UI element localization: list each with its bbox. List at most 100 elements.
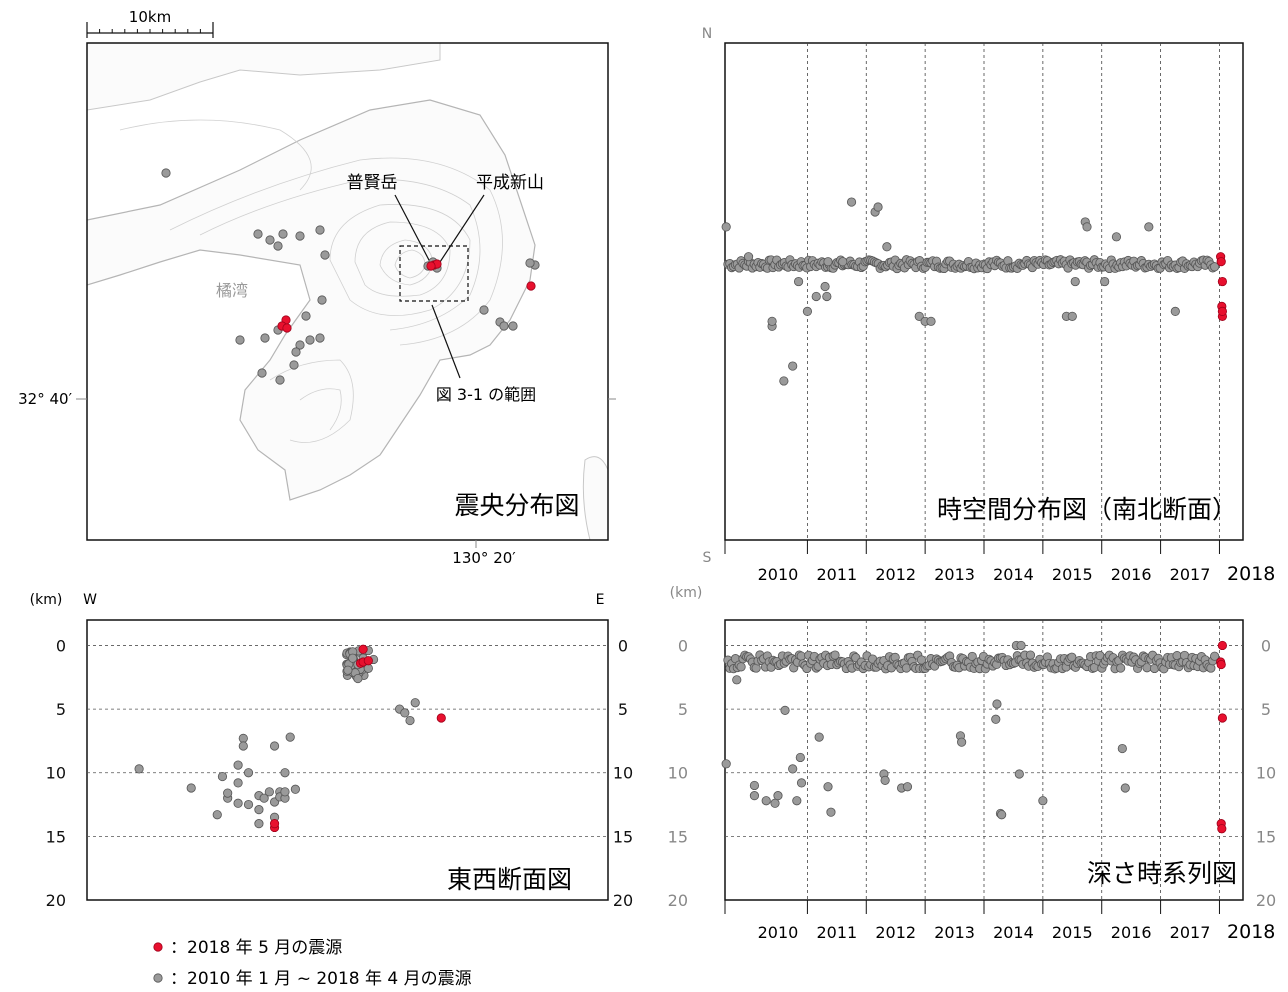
map-epicenter — [260, 333, 270, 343]
ns-point-recent — [1217, 306, 1227, 316]
ns-point-recent — [1216, 257, 1226, 267]
ns-point — [1067, 311, 1077, 321]
ew-point — [410, 698, 420, 708]
ns-point — [1100, 276, 1110, 287]
depth-point — [749, 780, 760, 791]
map-frame — [86, 42, 609, 541]
ew-point — [212, 810, 222, 820]
legend-recent-marker — [153, 942, 163, 952]
map-epicenter — [265, 235, 275, 245]
depth-tick-label: 0 — [618, 636, 628, 655]
ns-point — [1082, 222, 1092, 232]
depth-x-ticks: 2010 2011 2012 2013 2014 2015 2016 2017 2018 — [724, 900, 1275, 943]
map-epicenter — [275, 375, 285, 385]
ew-points — [134, 644, 446, 833]
ns-point-recent — [1217, 276, 1227, 287]
ns-point — [1111, 232, 1122, 242]
ew-point — [243, 768, 254, 778]
map-epicenter — [295, 340, 305, 350]
depth-point — [1117, 743, 1127, 754]
longitude-label: 130° 20′ — [452, 549, 516, 567]
ns-point — [1070, 276, 1080, 287]
depth-tick-label: 15 — [1256, 827, 1276, 846]
fugendake-label: 普賢岳 — [347, 173, 398, 193]
ns-point — [822, 291, 832, 302]
depth-point — [1142, 663, 1152, 673]
depth-point — [826, 807, 836, 817]
depth-tick-label: 15 — [668, 827, 688, 846]
depth-tick-label: 15 — [613, 827, 633, 846]
map-epicenter — [525, 258, 535, 268]
legend: ：2018 年 5 月の震源 ：2010 年 1 月 ~ 2018 年 4 月の… — [153, 938, 472, 989]
latitude-label: 32° 40′ — [18, 390, 72, 408]
legend-past-label: ：2010 年 1 月 ~ 2018 年 4 月の震源 — [170, 969, 472, 989]
figure-3-1-range-box — [399, 245, 469, 302]
ew-point — [238, 741, 248, 751]
depth-point — [823, 782, 833, 792]
map-epicenter — [257, 368, 267, 378]
ew-point — [280, 787, 290, 797]
ns-point — [1144, 222, 1154, 232]
ns-point — [743, 252, 754, 262]
ew-point — [233, 760, 243, 770]
ew-point — [217, 771, 228, 782]
legend-recent-label: ：2018 年 5 月の震源 — [170, 938, 342, 958]
map-title: 震央分布図 — [454, 491, 579, 520]
depth-point-recent — [1217, 824, 1227, 834]
map-epicenter-recent — [426, 261, 436, 271]
map-epicenter — [315, 333, 325, 343]
ew-point-recent — [363, 656, 373, 666]
depth-point — [795, 752, 805, 763]
year-tick-label: 2013 — [934, 565, 975, 584]
ew-point — [290, 784, 300, 794]
map-epicenter — [305, 335, 315, 345]
depth-point — [792, 796, 802, 806]
depth-point-recent — [1216, 659, 1226, 670]
ew-point — [243, 799, 254, 810]
depth-tick-label: 5 — [56, 700, 66, 719]
map-epicenter — [508, 321, 518, 331]
ew-point — [343, 665, 353, 675]
depth-tick-label: 10 — [46, 764, 66, 783]
map-epicenter-recent — [526, 281, 536, 291]
map-epicenter — [315, 225, 325, 235]
depth-point-recent — [1217, 713, 1227, 723]
depth-tick-label: 15 — [46, 827, 66, 846]
map-epicenters — [161, 168, 540, 385]
ns-x-ticks: 2010 2011 2012 2013 2014 2015 2016 2017 2018 — [724, 540, 1275, 585]
depth-point — [721, 759, 731, 769]
depth-tick-label: 0 — [56, 636, 66, 655]
ew-point — [405, 715, 415, 726]
depth-point — [1210, 651, 1220, 661]
depth-tick-label: 20 — [668, 891, 688, 910]
year-tick-label: 2015 — [1052, 923, 1093, 942]
depth-tick-label: 0 — [1261, 636, 1271, 655]
ew-point — [134, 764, 144, 774]
year-tick-label: 2012 — [875, 923, 916, 942]
year-tick-label: 2016 — [1111, 923, 1152, 942]
tachibana-bay-label: 橘湾 — [216, 281, 248, 300]
depth-tick-label: 0 — [678, 636, 688, 655]
scale-label: 10km — [129, 8, 171, 26]
depth-point — [1120, 783, 1130, 793]
depth-point — [1038, 796, 1048, 806]
ns-point — [721, 222, 731, 232]
ns-point — [767, 316, 777, 326]
depth-point — [902, 782, 913, 792]
depth-unit-label: (km) — [670, 585, 703, 601]
ns-point — [914, 311, 924, 321]
depth-title: 深さ時系列図 — [1087, 859, 1237, 888]
ew-point — [285, 732, 295, 742]
ns-point — [811, 291, 821, 302]
depth-point — [736, 662, 746, 672]
depth-point — [1067, 652, 1077, 662]
ns-point — [1210, 262, 1220, 272]
ns-point — [823, 257, 833, 267]
depth-point — [761, 796, 771, 806]
ew-point — [259, 793, 269, 803]
depth-tick-label: 5 — [678, 700, 688, 719]
depth-point — [916, 655, 927, 665]
year-tick-label: 2015 — [1052, 565, 1093, 584]
ew-panel: 0 0 5 5 10 10 15 15 20 20 (km) W E 東西断面図 — [30, 592, 634, 910]
